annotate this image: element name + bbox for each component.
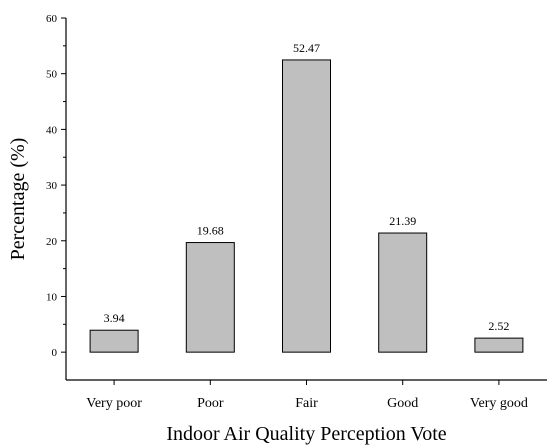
x-tick-label: Poor [197,396,224,411]
data-label: 3.94 [104,311,125,325]
y-tick-label: 60 [46,13,58,25]
x-axis-ticks: Very poor Poor Fair Good Very good [86,380,528,411]
y-axis-title: Percentage (%) [7,138,29,261]
x-tick-label: Fair [295,396,318,411]
plot-area: 3.94 19.68 52.47 21.39 2.52 [89,41,524,353]
y-tick-label: 30 [46,180,58,192]
y-axis-ticks: 0 10 20 30 40 50 60 [46,13,66,359]
y-tick-label: 10 [46,291,58,303]
data-label: 52.47 [293,41,320,55]
y-tick-label: 20 [46,236,58,248]
y-tick-label: 0 [52,347,58,359]
bar-poor [185,242,235,353]
data-label: 21.39 [389,214,416,228]
bar-good [378,232,428,353]
y-tick-label: 40 [46,124,58,136]
data-label: 2.52 [488,319,509,333]
x-tick-label: Good [387,396,418,411]
bar-very-good [474,337,524,353]
x-tick-label: Very good [470,396,528,411]
bar-very-poor [89,329,139,353]
y-tick-label: 50 [46,69,58,81]
bar-fair [282,59,331,353]
data-label: 19.68 [197,224,224,238]
x-tick-label: Very poor [86,396,142,411]
x-axis-title: Indoor Air Quality Perception Vote [166,423,446,445]
